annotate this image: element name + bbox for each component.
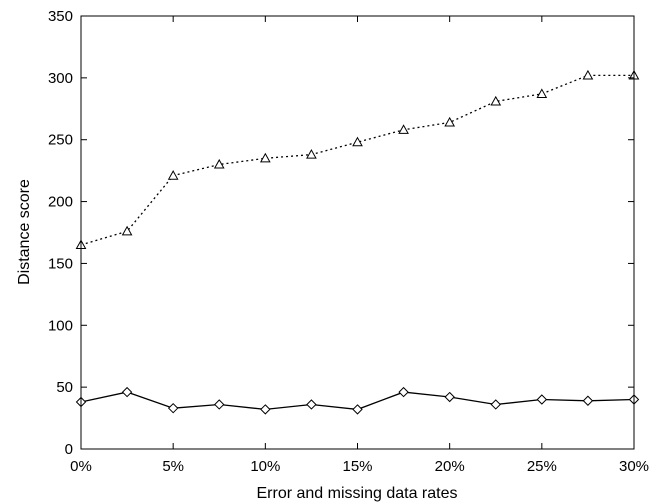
diamond-marker	[536, 394, 548, 405]
triangle-marker	[582, 69, 594, 80]
y-tick-label: 0	[65, 441, 73, 458]
y-tick-label: 200	[48, 194, 73, 211]
triangle-marker	[121, 225, 133, 236]
y-tick-label: 300	[48, 70, 73, 87]
x-tick-label: 20%	[435, 458, 465, 475]
y-tick-label: 150	[48, 255, 73, 272]
triangle-marker	[259, 152, 271, 163]
ticks-layer: 0% 5% 10% 15% 20% 25% 30% 0 50 100 150 200 250 300 350	[48, 8, 649, 475]
series-layer	[75, 69, 640, 415]
diamond-marker	[167, 402, 179, 414]
triangle-marker	[213, 158, 225, 169]
x-tick-label: 0%	[70, 458, 92, 475]
diamond-marker	[352, 404, 363, 415]
y-tick-label: 100	[48, 317, 73, 334]
x-axis-title: Error and missing data rates	[257, 485, 458, 502]
x-tick-label: 10%	[250, 458, 280, 475]
y-axis-title: Distance score	[16, 179, 33, 285]
triangle-marker	[398, 124, 409, 134]
triangle-marker	[167, 170, 179, 180]
plot-frame	[80, 15, 635, 450]
diamond-marker	[582, 395, 594, 406]
y-tick-label: 50	[56, 379, 73, 396]
series-2	[75, 386, 640, 415]
triangle-marker	[490, 95, 502, 106]
x-tick-label: 5%	[162, 458, 184, 475]
diamond-marker	[398, 386, 409, 398]
diamond-marker	[306, 399, 317, 410]
diamond-marker	[121, 386, 133, 398]
y-tick-label: 350	[48, 8, 73, 25]
diamond-marker	[490, 399, 501, 410]
diamond-marker	[260, 404, 271, 415]
diamond-marker	[214, 399, 225, 410]
triangle-marker	[352, 136, 363, 147]
diamond-marker	[444, 391, 455, 403]
x-tick-label: 15%	[342, 458, 372, 475]
triangle-marker	[306, 149, 317, 159]
triangle-marker	[536, 88, 548, 99]
x-tick-label: 30%	[619, 458, 649, 475]
y-tick-label: 250	[48, 132, 73, 149]
triangle-marker	[444, 116, 456, 127]
x-tick-label: 25%	[527, 458, 557, 475]
